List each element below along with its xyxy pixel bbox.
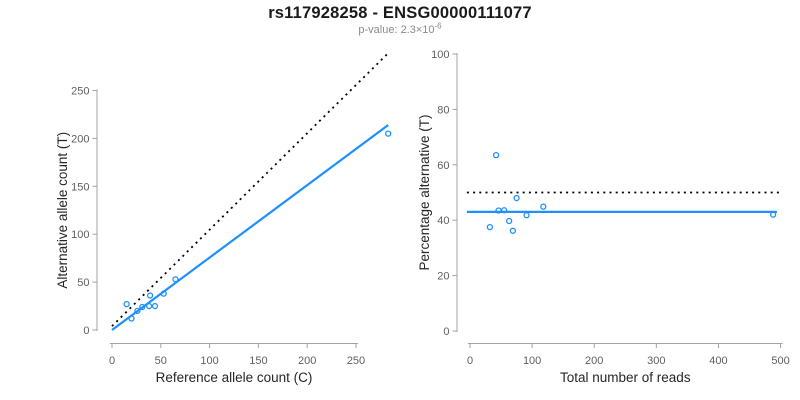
y-tick-label: 250 <box>71 86 89 98</box>
pvalue-exponent: -6 <box>434 21 442 31</box>
x-axis <box>468 343 783 348</box>
data-point <box>160 290 167 297</box>
x-axis <box>110 343 358 348</box>
y-tick-label: 40 <box>437 215 449 227</box>
data-point <box>145 302 153 310</box>
y-axis-title: Alternative allele count (T) <box>55 132 70 289</box>
data-point <box>513 194 520 202</box>
y-tick-label: 80 <box>437 104 449 116</box>
data-point <box>123 300 130 308</box>
x-tick-label: 250 <box>347 355 365 367</box>
y-tick-label: 150 <box>71 181 89 193</box>
data-points <box>486 151 777 234</box>
x-tick-label: 100 <box>200 355 218 367</box>
pvalue-base: 2.3×10 <box>400 24 435 36</box>
data-point <box>540 203 547 210</box>
data-point <box>134 307 141 314</box>
data-point <box>151 302 159 310</box>
identity-line <box>111 53 388 327</box>
x-tick-label: 500 <box>771 355 789 367</box>
x-tick-label: 150 <box>249 355 267 367</box>
data-point <box>509 227 517 234</box>
data-point <box>523 212 530 219</box>
data-point <box>501 207 508 214</box>
y-tick-label: 60 <box>437 160 449 172</box>
data-point <box>385 130 392 137</box>
x-axis-title: Reference allele count (C) <box>156 370 313 385</box>
y-axis <box>92 89 98 331</box>
x-tick-label: 0 <box>109 355 115 367</box>
y-axis-title: Percentage alternative (T) <box>417 114 432 270</box>
y-tick-label: 20 <box>437 271 449 283</box>
data-points <box>123 130 392 322</box>
data-point <box>139 303 146 311</box>
x-tick-label: 400 <box>709 355 727 367</box>
x-tick-label: 0 <box>467 355 473 367</box>
data-point <box>486 223 494 231</box>
y-tick-label: 100 <box>71 229 89 241</box>
right-plot: 0 100 200 300 400 500 Total number of reads 0 20… <box>417 49 790 385</box>
pvalue-label: p-value: <box>358 24 401 36</box>
y-tick-label: 50 <box>77 277 89 289</box>
figure-subtitle: p-value: 2.3×10-6 <box>0 21 800 36</box>
y-axis <box>452 53 458 332</box>
x-tick-label: 50 <box>155 355 167 367</box>
figure-title: rs117928258 - ENSG00000111077 <box>268 4 532 22</box>
x-tick-label: 200 <box>298 355 316 367</box>
data-point <box>146 292 154 299</box>
y-tick-label: 0 <box>83 325 89 337</box>
x-tick-label: 200 <box>585 355 603 367</box>
x-tick-label: 300 <box>647 355 665 367</box>
data-point <box>128 315 135 322</box>
x-axis-title: Total number of reads <box>560 370 691 385</box>
x-tick-label: 100 <box>523 355 541 367</box>
data-point <box>492 151 500 159</box>
data-point <box>172 276 179 283</box>
y-tick-label: 100 <box>431 49 449 61</box>
y-tick-label: 0 <box>443 326 449 338</box>
left-plot: 0 50 100 150 200 250 Reference allele count (C… <box>55 53 392 385</box>
data-point <box>505 217 513 225</box>
y-tick-label: 200 <box>71 133 89 145</box>
fit-line <box>111 124 389 331</box>
data-point <box>769 211 777 218</box>
